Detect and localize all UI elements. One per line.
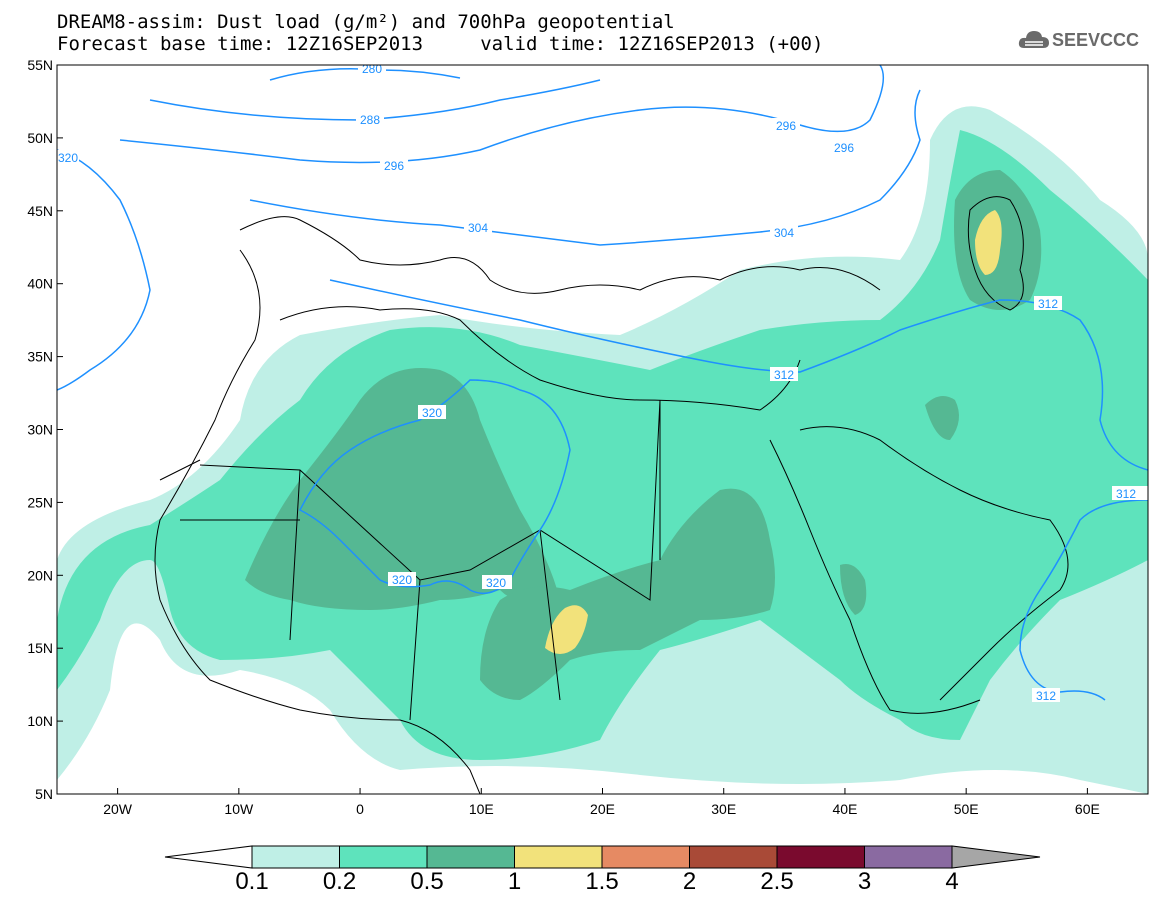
border-lines: [159, 399, 661, 721]
cloud-icon: [1018, 31, 1049, 48]
contour-304: [249, 89, 921, 246]
contour-label: 320: [422, 406, 442, 420]
contour-label: 304: [774, 226, 794, 240]
coastline-arabia: [799, 426, 1069, 701]
colorbar-label: 1: [507, 868, 522, 895]
lat-tick-label: 15N: [27, 640, 53, 656]
lon-tick-label: 10E: [469, 801, 494, 817]
colorbar-swatch: [864, 845, 953, 869]
longitude-axis: 20W 10W 0 10E 20E 30E 40E 50E 60E: [103, 788, 1100, 817]
dust-region-dark-west: [245, 368, 560, 610]
coastline-red-sea: [769, 439, 981, 714]
coastline-europe: [239, 216, 881, 294]
lat-tick-label: 35N: [27, 349, 53, 365]
colorbar-label: 0.1: [235, 868, 269, 895]
lon-tick-label: 40E: [832, 801, 857, 817]
contour-label: 320: [392, 573, 412, 587]
lat-tick-label: 25N: [27, 494, 53, 510]
contour-label: 312: [1036, 689, 1056, 703]
lon-tick-label: 10W: [224, 801, 254, 817]
colorbar-label: 1.5: [585, 868, 619, 895]
colorbar-label: 0.2: [322, 868, 357, 895]
lat-tick-label: 20N: [27, 567, 53, 583]
contour-label: 304: [468, 221, 488, 235]
coastline-mediterranean: [279, 306, 801, 411]
lat-tick-label: 5N: [35, 786, 53, 802]
contour-288: [149, 79, 601, 121]
lat-tick-label: 10N: [27, 713, 53, 729]
colorbar-swatch: [689, 845, 778, 869]
colorbar-swatch: [426, 845, 515, 869]
contour-312: [329, 279, 1148, 471]
contour-label: 312: [1116, 487, 1136, 501]
lon-tick-label: 60E: [1075, 801, 1100, 817]
lat-tick-label: 55N: [27, 57, 53, 73]
colorbar-under-triangle: [164, 845, 253, 869]
colorbar-swatch: [776, 845, 865, 869]
contour-label: 320: [58, 151, 78, 165]
lon-tick-label: 0: [356, 801, 364, 817]
dust-region-high-chad: [545, 605, 588, 654]
contour-296: [119, 65, 885, 164]
forecast-times: Forecast base time: 12Z16SEP2013 valid t…: [57, 33, 824, 55]
coastline-caspian: [967, 196, 1024, 311]
contour-label: 296: [776, 119, 796, 133]
colorbar-swatch: [514, 845, 603, 869]
latitude-axis: 55N 50N 45N 40N 35N 30N 25N 20N 15N 10N 5N: [27, 57, 63, 802]
contour-label: 288: [360, 113, 380, 127]
contour-label: 312: [774, 368, 794, 382]
lon-tick-label: 20W: [103, 801, 133, 817]
contour-320-sahara: [298, 379, 571, 595]
contour-label: 280: [362, 62, 382, 76]
contour-label: 320: [486, 576, 506, 590]
colorbar-label: 4: [945, 868, 959, 895]
lon-tick-label: 30E: [711, 801, 736, 817]
contour-320-west: [57, 149, 151, 391]
lat-tick-label: 40N: [27, 276, 53, 292]
colorbar-label: 2.5: [760, 868, 794, 895]
coastline-africa-west: [154, 249, 481, 794]
lat-tick-label: 50N: [27, 130, 53, 146]
lon-tick-label: 20E: [590, 801, 615, 817]
colorbar-over-triangle: [951, 845, 1041, 869]
contour-label: 296: [384, 159, 404, 173]
colorbar-label: 2: [682, 868, 697, 895]
lon-tick-label: 50E: [954, 801, 979, 817]
dust-region-high-caspian: [975, 210, 1002, 275]
contour-312-se: [1019, 499, 1148, 701]
colorbar-swatch: [601, 845, 690, 869]
colorbar-label: 3: [857, 868, 872, 895]
logo-text: SEEVCCC: [1052, 30, 1140, 50]
colorbar-label: 0.5: [410, 868, 444, 895]
lat-tick-label: 30N: [27, 422, 53, 438]
colorbar-swatch: [251, 845, 340, 869]
colorbar-swatch: [339, 845, 428, 869]
map-title: DREAM8-assim: Dust load (g/m²) and 700hP…: [57, 11, 675, 33]
contour-label: 312: [1038, 297, 1058, 311]
contour-label: 296: [834, 141, 854, 155]
lat-tick-label: 45N: [27, 203, 53, 219]
seevccc-logo: SEEVCCC: [1018, 28, 1158, 54]
